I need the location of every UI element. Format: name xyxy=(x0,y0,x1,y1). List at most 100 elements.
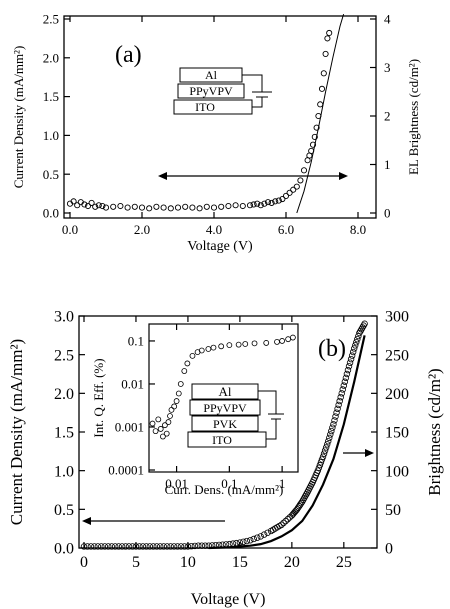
b-xtick-label: 25 xyxy=(336,554,352,571)
data-point xyxy=(247,537,254,544)
data-point xyxy=(243,537,251,545)
data-point xyxy=(181,543,188,550)
inset-data-point xyxy=(161,422,168,429)
a-xtick-label: 6.0 xyxy=(278,222,294,237)
b-xtick-label: 5 xyxy=(132,554,140,571)
data-point xyxy=(160,543,167,550)
inset-y-label: Int. Q. Eff. (%) xyxy=(91,358,106,437)
data-point xyxy=(332,413,339,420)
data-point xyxy=(99,202,106,210)
data-point xyxy=(170,543,178,550)
data-point xyxy=(260,531,268,538)
data-point xyxy=(87,543,95,550)
b-right-ytick-label: 150 xyxy=(385,425,409,442)
data-point xyxy=(254,534,261,541)
inset-data-point xyxy=(189,352,196,359)
b-right-ytick-label: 200 xyxy=(385,386,409,403)
inset-xtick-label: 0.01 xyxy=(165,476,188,491)
data-point xyxy=(167,543,174,550)
inset-data-point xyxy=(251,340,258,347)
device-stack-a: Al PPyVPV ITO xyxy=(173,67,272,115)
inset-data-point xyxy=(152,428,159,435)
b-left-ytick-label: 2.5 xyxy=(54,347,74,364)
data-point xyxy=(341,378,349,385)
data-point xyxy=(290,186,297,193)
a-xtick-label: 0.0 xyxy=(62,222,78,237)
data-point xyxy=(282,517,289,525)
data-point xyxy=(239,202,246,210)
plot-frame-a xyxy=(63,15,377,219)
a-right-ytick-label: 4 xyxy=(384,12,391,27)
data-point xyxy=(88,199,95,206)
b-right-ytick-label: 250 xyxy=(385,347,409,364)
inset-data-point xyxy=(177,381,184,387)
data-point xyxy=(188,542,195,550)
data-point xyxy=(321,447,329,454)
data-point xyxy=(160,204,167,211)
data-point xyxy=(182,203,189,210)
y-axis-left-label-a: Current Density (mA/mm²) xyxy=(11,46,26,189)
b-left-ytick-label: 0.5 xyxy=(54,502,74,519)
a-left-ytick-label: 2.0 xyxy=(43,50,59,65)
arrow-right-b-head xyxy=(365,449,374,457)
data-point xyxy=(313,124,320,131)
data-point xyxy=(336,397,343,405)
b-xtick-label: 0 xyxy=(80,554,88,571)
b-right-ytick-label: 0 xyxy=(385,541,393,558)
data-point xyxy=(320,450,328,457)
y-axis-left-label-b: Current Density (mA/mm²) xyxy=(7,339,26,525)
inset-data-point xyxy=(155,416,162,423)
data-point xyxy=(338,390,345,397)
data-point xyxy=(268,199,275,206)
layer-pvk-b: PVK xyxy=(213,417,237,431)
data-point xyxy=(347,355,355,363)
data-point xyxy=(184,543,192,550)
data-point xyxy=(101,543,108,550)
data-point xyxy=(264,529,271,536)
data-point xyxy=(138,204,146,211)
data-point xyxy=(139,543,147,550)
data-point xyxy=(278,521,285,528)
data-point xyxy=(284,516,291,523)
data-point xyxy=(275,197,282,204)
data-point xyxy=(348,352,356,359)
b-right-ytick-label: 50 xyxy=(385,502,401,519)
a-left-ytick-label: 1.0 xyxy=(43,128,59,143)
inset-data-point xyxy=(167,413,173,419)
y-axis-right-label-b: Brightness (cd/m²) xyxy=(425,368,444,495)
inset-xtick-label: 0.1 xyxy=(221,476,237,491)
inset-chart: 0.01 0.1 1 0.0001 0.001 0.01 0.1 Al PPyVPV PV… xyxy=(91,323,299,497)
data-point xyxy=(136,543,143,550)
data-point xyxy=(361,320,368,327)
data-point xyxy=(261,200,268,207)
data-point xyxy=(150,543,157,550)
data-point xyxy=(315,464,323,472)
b-xtick-label: 10 xyxy=(180,554,196,571)
data-point xyxy=(146,205,153,212)
data-point xyxy=(330,421,337,428)
data-point xyxy=(98,543,105,550)
x-axis-label-a: Voltage (V) xyxy=(187,239,253,254)
data-point xyxy=(202,542,209,549)
data-point xyxy=(353,339,360,346)
data-point xyxy=(153,203,160,210)
inset-data-point xyxy=(263,340,270,346)
data-point xyxy=(316,461,324,469)
data-point xyxy=(70,198,77,205)
panel-a: 0.0 2.0 4.0 6.0 8.0 0.0 0.5 1.0 1.5 2.0 2.5 0 1 2 3 4… xyxy=(11,12,421,254)
data-point xyxy=(282,192,290,199)
data-point xyxy=(317,101,324,108)
data-point xyxy=(339,386,346,393)
b-left-ytick-label: 1.5 xyxy=(54,425,74,442)
data-point xyxy=(74,202,81,209)
data-point xyxy=(337,394,344,401)
inset-data-point xyxy=(279,338,286,344)
panel-b: 0 5 10 15 20 25 0.0 0.5 1.0 1.5 2.0 2.5 3.0 0 50 100 1… xyxy=(7,309,444,608)
a-right-ytick-label: 2 xyxy=(384,109,391,124)
data-point xyxy=(349,348,357,356)
data-point xyxy=(254,200,261,207)
data-point xyxy=(143,543,150,550)
inset-data-point xyxy=(205,346,212,352)
arrow-left-head xyxy=(158,172,167,180)
